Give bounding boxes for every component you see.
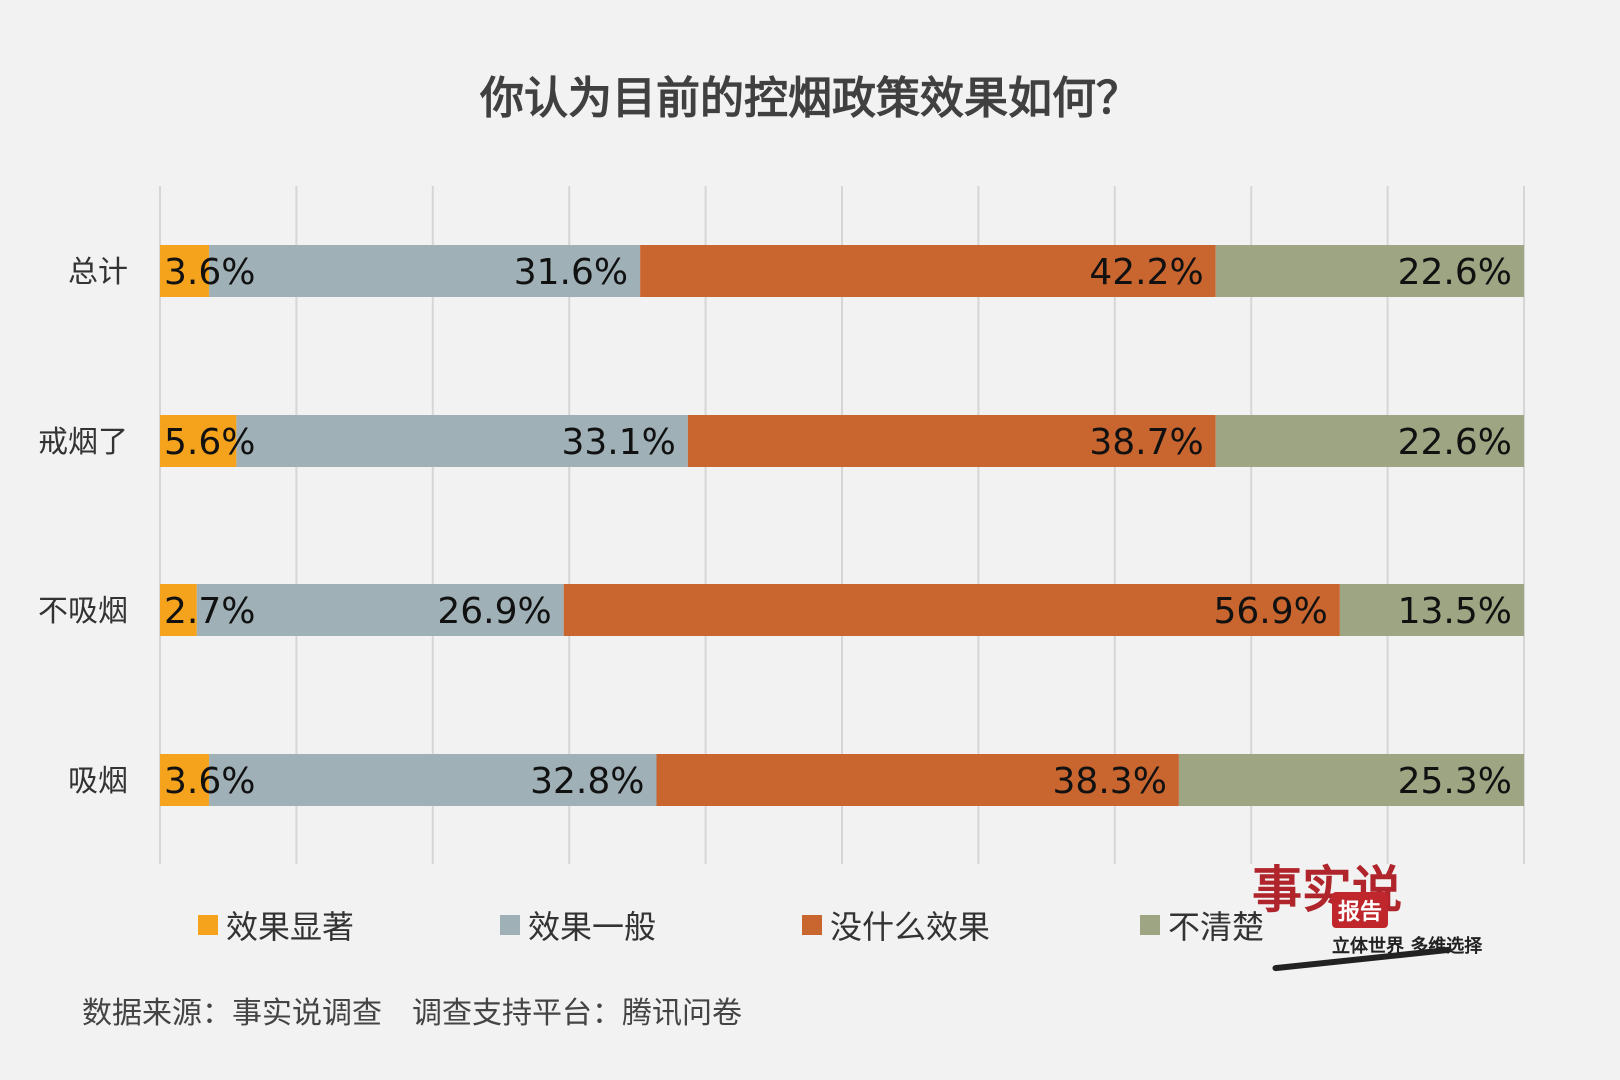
data-label: 26.9% xyxy=(437,591,551,632)
bar-segment xyxy=(196,584,564,636)
category-label: 戒烟了 xyxy=(38,425,128,460)
legend-swatch xyxy=(1140,915,1160,935)
bar-segment xyxy=(1215,245,1524,297)
logo-badge: 报告 xyxy=(1332,892,1389,928)
data-label: 38.3% xyxy=(1053,761,1167,802)
legend-label: 没什么效果 xyxy=(830,908,991,946)
legend-swatch xyxy=(500,915,520,935)
legend-label: 效果显著 xyxy=(226,908,355,946)
bar-segment xyxy=(160,584,197,636)
data-label: 5.6% xyxy=(164,422,255,463)
legend-item: 效果一般 xyxy=(500,902,656,948)
bar-segment xyxy=(1215,415,1524,467)
legend-item: 不清楚 xyxy=(1140,902,1264,948)
category-label: 不吸烟 xyxy=(38,594,128,629)
bar-segment xyxy=(209,245,641,297)
value-labels: 3.6% 31.6% 42.2% 22.6% 5.6% 33.1% 38.7% 22.6% 2.… xyxy=(164,252,1512,802)
legend-item: 没什么效果 xyxy=(802,902,990,948)
legend-swatch xyxy=(802,915,822,935)
data-label: 22.6% xyxy=(1398,422,1512,463)
legend-item: 效果显著 xyxy=(198,902,354,948)
data-label: 3.6% xyxy=(164,252,255,293)
source-note: 数据来源：事实说调查 调查支持平台：腾讯问卷 xyxy=(82,996,742,1031)
legend-label: 效果一般 xyxy=(528,908,657,946)
bar-segment xyxy=(160,754,210,806)
bar-segment xyxy=(656,754,1179,806)
bar-segment xyxy=(209,754,657,806)
data-label: 33.1% xyxy=(561,422,675,463)
data-label: 42.2% xyxy=(1089,252,1203,293)
data-label: 31.6% xyxy=(514,252,628,293)
data-label: 56.9% xyxy=(1213,591,1327,632)
bar-segment xyxy=(1339,584,1524,636)
bar-segment xyxy=(236,415,688,467)
bar-segment xyxy=(160,415,237,467)
data-label: 32.8% xyxy=(530,761,644,802)
gridlines xyxy=(159,186,1525,864)
category-label: 吸烟 xyxy=(68,764,128,799)
brand-logo: 事实说 报告 立体世界 多维选择 xyxy=(1252,865,1482,978)
data-label: 38.7% xyxy=(1089,422,1203,463)
bar-segment xyxy=(563,584,1340,636)
legend-label: 不清楚 xyxy=(1168,908,1265,946)
data-label: 25.3% xyxy=(1398,761,1512,802)
category-label: 总计 xyxy=(68,255,128,290)
bar-segment xyxy=(687,415,1216,467)
data-label: 3.6% xyxy=(164,761,255,802)
legend-swatch xyxy=(198,915,218,935)
bars xyxy=(160,245,1524,806)
data-label: 22.6% xyxy=(1398,252,1512,293)
data-label: 13.5% xyxy=(1398,591,1512,632)
chart-title: 你认为目前的控烟政策效果如何？ xyxy=(480,73,1140,124)
bar-segment xyxy=(160,245,210,297)
bar-segment xyxy=(640,245,1216,297)
bar-segment xyxy=(1178,754,1524,806)
data-label: 2.7% xyxy=(164,591,255,632)
legend: 效果显著 效果一般 没什么效果 不清楚 xyxy=(0,902,1620,952)
